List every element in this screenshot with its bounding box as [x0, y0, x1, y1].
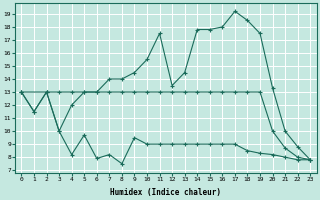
X-axis label: Humidex (Indice chaleur): Humidex (Indice chaleur) — [110, 188, 221, 197]
